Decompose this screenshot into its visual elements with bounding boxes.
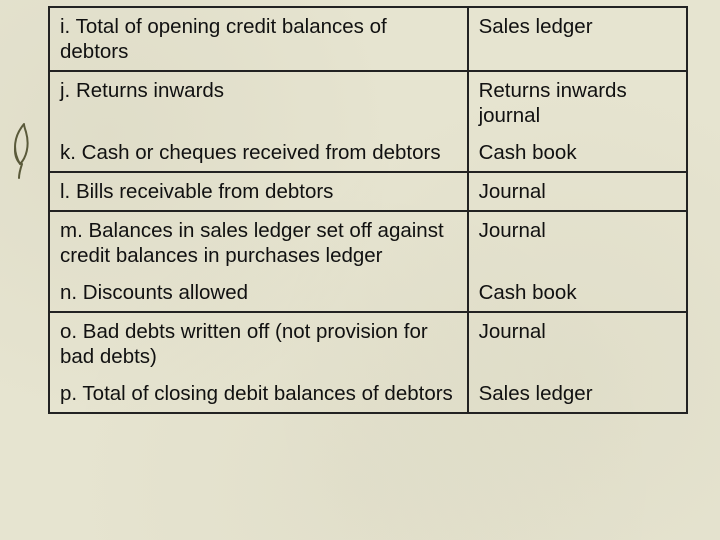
- item-source: Cash book: [468, 274, 687, 312]
- item-source: Sales ledger: [468, 375, 687, 413]
- item-description: o. Bad debts written off (not provision …: [49, 312, 468, 375]
- table-row: j. Returns inwardsReturns inwards journa…: [49, 71, 687, 134]
- item-source: Cash book: [468, 134, 687, 172]
- table-row: n. Discounts allowedCash book: [49, 274, 687, 312]
- table-row: p. Total of closing debit balances of de…: [49, 375, 687, 413]
- table-row: o. Bad debts written off (not provision …: [49, 312, 687, 375]
- leaf-decor-icon: [6, 120, 40, 180]
- item-description: i. Total of opening credit balances of d…: [49, 7, 468, 71]
- item-description: p. Total of closing debit balances of de…: [49, 375, 468, 413]
- item-description: m. Balances in sales ledger set off agai…: [49, 211, 468, 274]
- table-row: k. Cash or cheques received from debtors…: [49, 134, 687, 172]
- table-row: i. Total of opening credit balances of d…: [49, 7, 687, 71]
- item-source: Sales ledger: [468, 7, 687, 71]
- item-description: k. Cash or cheques received from debtors: [49, 134, 468, 172]
- item-source: Journal: [468, 312, 687, 375]
- ledger-sources-table: i. Total of opening credit balances of d…: [48, 6, 688, 414]
- item-description: l. Bills receivable from debtors: [49, 172, 468, 211]
- item-source: Returns inwards journal: [468, 71, 687, 134]
- table-row: m. Balances in sales ledger set off agai…: [49, 211, 687, 274]
- item-description: n. Discounts allowed: [49, 274, 468, 312]
- table-body: i. Total of opening credit balances of d…: [49, 7, 687, 413]
- table-row: l. Bills receivable from debtorsJournal: [49, 172, 687, 211]
- item-description: j. Returns inwards: [49, 71, 468, 134]
- item-source: Journal: [468, 211, 687, 274]
- item-source: Journal: [468, 172, 687, 211]
